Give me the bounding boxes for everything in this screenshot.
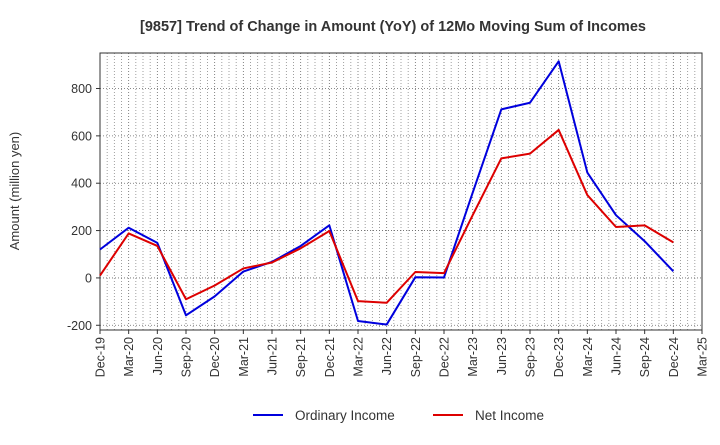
x-tick-label: Jun-23 (495, 337, 509, 375)
chart-title: [9857] Trend of Change in Amount (YoY) o… (140, 19, 646, 35)
x-tick-label: Mar-23 (466, 337, 480, 377)
plot-area: -200 0 200 400 600 800 Dec-19 Mar-20 Jun-20 Sep-2… (67, 53, 710, 377)
x-tick-label: Dec-23 (552, 337, 566, 377)
x-tick-label: Dec-19 (94, 337, 108, 377)
x-tick-label: Mar-24 (581, 337, 595, 377)
x-tick-label: Mar-20 (122, 337, 136, 377)
x-tick-label: Sep-23 (524, 337, 538, 377)
x-tick-label: Dec-22 (438, 337, 452, 377)
y-tick-label: -200 (67, 319, 92, 333)
x-tick-label: Jun-22 (380, 337, 394, 375)
y-tick-label: 600 (71, 129, 92, 143)
x-tick-label: Sep-21 (294, 337, 308, 377)
x-tick-label: Mar-22 (352, 337, 366, 377)
x-tick-label: Jun-24 (610, 337, 624, 375)
x-tick-label: Jun-21 (266, 337, 280, 375)
y-tick-label: 200 (71, 224, 92, 238)
x-tick-label: Dec-20 (208, 337, 222, 377)
y-tick-label: 0 (85, 271, 92, 285)
legend: Ordinary Income Net Income (253, 408, 544, 423)
y-tick-label: 800 (71, 82, 92, 96)
y-axis-label: Amount (million yen) (7, 132, 22, 251)
y-tick-label: 400 (71, 177, 92, 191)
x-tick-label: Jun-20 (151, 337, 165, 375)
x-tick-label: Dec-24 (667, 337, 681, 377)
x-tick-label: Sep-20 (180, 337, 194, 377)
legend-label: Ordinary Income (295, 408, 395, 423)
x-tick-label: Sep-24 (638, 337, 652, 377)
legend-label: Net Income (475, 408, 544, 423)
x-tick-label: Dec-21 (323, 337, 337, 377)
x-tick-label: Mar-25 (696, 337, 710, 377)
x-tick-label: Mar-21 (237, 337, 251, 377)
x-tick-label: Sep-22 (409, 337, 423, 377)
